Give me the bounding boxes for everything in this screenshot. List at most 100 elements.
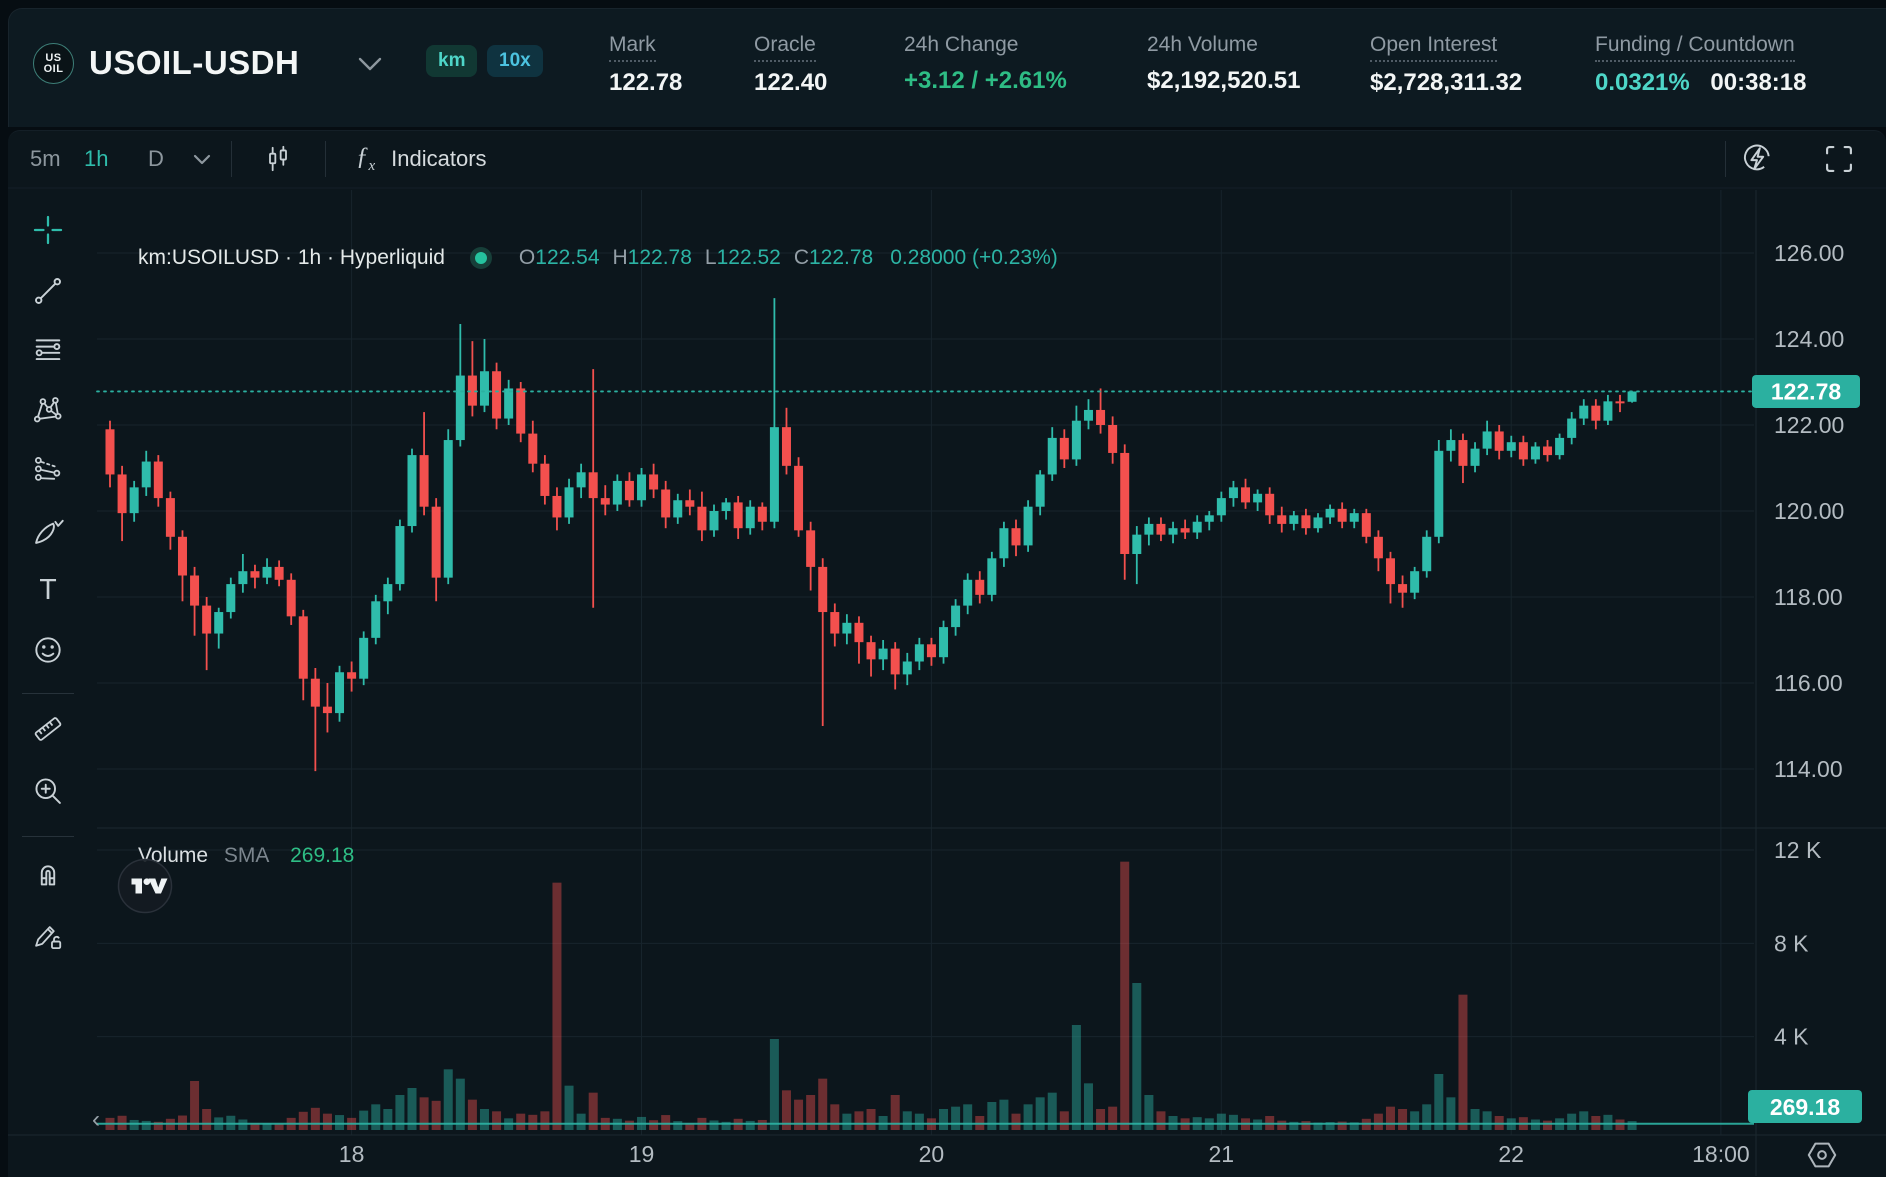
candle-body (1337, 508, 1347, 522)
leverage-badge[interactable]: 10x (487, 45, 543, 77)
indicators-button[interactable]: ƒx Indicators (356, 142, 487, 176)
candle-body (1204, 515, 1214, 522)
time-axis-label: 22 (1498, 1141, 1524, 1167)
tool-lock-drawings-icon[interactable] (31, 918, 65, 952)
tool-fib-retracement-icon[interactable] (31, 333, 65, 367)
legend-symbol-title[interactable]: km:USOILUSD · 1h · Hyperliquid (138, 246, 445, 269)
candle-body (1385, 558, 1395, 585)
candle-body (1253, 493, 1263, 503)
stat-oracle-label[interactable]: Oracle (754, 33, 816, 62)
tradingview-logo[interactable] (115, 856, 175, 921)
tool-emoji-icon[interactable] (31, 633, 65, 667)
chart-type-candles-icon[interactable] (262, 142, 294, 176)
volume-bar (963, 1104, 973, 1130)
stat-mark-label[interactable]: Mark (609, 33, 656, 62)
volume-bar (576, 1113, 586, 1130)
candle-body (890, 648, 900, 675)
candle-body (1035, 474, 1045, 507)
candle-body (1083, 409, 1093, 421)
volume-axis-label: 12 K (1774, 837, 1822, 863)
price-axis-label: 116.00 (1774, 670, 1843, 696)
candle-body (769, 427, 779, 522)
tool-trend-line-icon[interactable] (31, 274, 65, 308)
volume-bar (1313, 1122, 1323, 1130)
scroll-left-hint[interactable]: ‹ (92, 1106, 100, 1133)
volume-bar (1446, 1097, 1456, 1130)
volume-bar (709, 1120, 719, 1130)
coin-logo-line1: US (45, 51, 62, 64)
candle-body (564, 487, 574, 518)
price-axis-label: 122.00 (1774, 412, 1844, 438)
margin-mode-badge[interactable]: km (426, 45, 478, 77)
candle-body (926, 644, 936, 658)
last-volume-badge (1748, 1090, 1862, 1123)
stat-open-interest-label[interactable]: Open Interest (1370, 33, 1498, 62)
volume-bar (1253, 1119, 1263, 1130)
toolbar-divider (325, 141, 326, 177)
candle-body (479, 371, 489, 406)
volume-bar (842, 1113, 852, 1130)
candle-body (866, 642, 876, 660)
interval-button-5m[interactable]: 5m (30, 146, 61, 171)
volume-bar (830, 1104, 840, 1130)
candle-body (697, 506, 707, 531)
tool-measure-ruler-icon[interactable] (31, 712, 65, 746)
interval-button-d[interactable]: D (148, 146, 164, 171)
tool-xabcd-pattern-icon[interactable] (31, 393, 65, 427)
candle-body (1120, 452, 1130, 554)
volume-bar (552, 882, 562, 1130)
candle-body (576, 472, 586, 488)
volume-bar (1120, 861, 1130, 1130)
symbol-title[interactable]: USOIL-USDH (89, 44, 300, 81)
volume-bar (769, 1039, 779, 1130)
volume-bar (383, 1109, 393, 1130)
candle-body (649, 474, 659, 490)
interval-button-1h[interactable]: 1h (84, 146, 109, 171)
quick-trade-flash-icon[interactable] (1740, 142, 1774, 176)
time-axis-label: 19 (629, 1141, 655, 1167)
tool-projection-icon[interactable] (31, 453, 65, 487)
candle-body (516, 388, 526, 434)
tool-text-icon[interactable]: T (31, 573, 65, 607)
volume-bar (1410, 1111, 1420, 1130)
fullscreen-icon[interactable] (1822, 142, 1856, 176)
volume-sma-label: SMA (223, 844, 269, 867)
volume-bar (1228, 1114, 1238, 1130)
volume-bar (274, 1123, 284, 1130)
time-axis-label: 21 (1209, 1141, 1235, 1167)
symbol-dropdown-chevron-icon[interactable] (357, 56, 383, 77)
volume-axis-label: 8 K (1774, 930, 1809, 956)
candle-body (395, 526, 405, 585)
volume-bar (1482, 1111, 1492, 1130)
volume-bar (1156, 1111, 1166, 1130)
tool-crosshair-icon[interactable] (31, 213, 65, 247)
volume-bar (1132, 983, 1142, 1130)
volume-bar (745, 1120, 755, 1130)
price-scale-settings-gear-icon[interactable] (1804, 1139, 1840, 1176)
candle-body (806, 530, 816, 567)
volume-bar (1277, 1120, 1287, 1130)
legend-close-label: C (793, 246, 809, 269)
volume-bar (1543, 1120, 1553, 1130)
volume-bar (153, 1121, 163, 1130)
candle-body (153, 461, 163, 499)
candle-body (165, 498, 175, 537)
tool-brush-icon[interactable] (31, 514, 65, 548)
volume-bar (190, 1081, 200, 1130)
candle-body (902, 661, 912, 675)
stat-funding-label[interactable]: Funding / Countdown (1595, 33, 1795, 62)
interval-more-chevron-icon[interactable] (192, 142, 212, 176)
legend-change-value: 0.28000 (+0.23%) (890, 246, 1058, 269)
tool-magnet-icon[interactable] (31, 855, 65, 889)
legend-open-value: 122.54 (535, 246, 600, 269)
volume-bar (649, 1120, 659, 1130)
candle-body (455, 375, 465, 441)
volume-bar (1422, 1104, 1432, 1130)
candle-body (781, 427, 791, 466)
volume-bar (322, 1113, 332, 1130)
stat-oracle-value: 122.40 (754, 69, 828, 96)
candle-body (1627, 391, 1637, 402)
tool-zoom-in-icon[interactable] (31, 774, 65, 808)
volume-bar (1579, 1111, 1589, 1130)
